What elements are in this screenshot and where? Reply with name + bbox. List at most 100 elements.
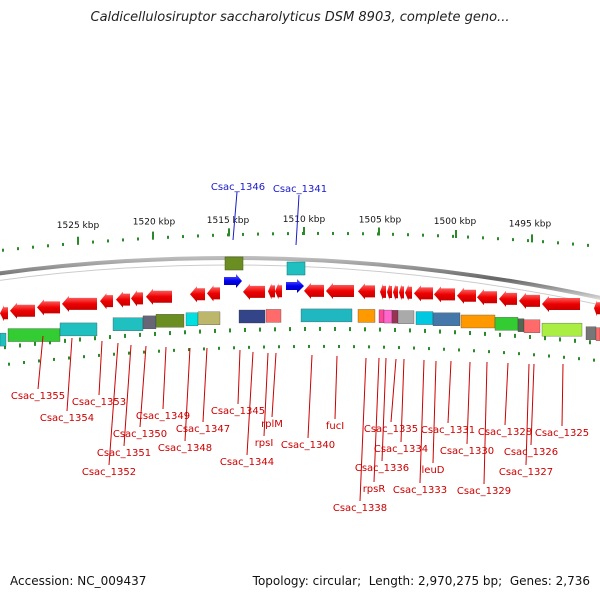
reverse-gene-arrow[interactable] (0, 305, 8, 322)
reverse-gene-arrow[interactable] (146, 288, 172, 305)
gene-feature-box[interactable] (185, 312, 199, 326)
inner-dot (319, 326, 321, 331)
reverse-gene-arrow[interactable] (542, 296, 580, 313)
gene-label-csac-1350[interactable]: Csac_1350 (113, 429, 167, 440)
reverse-gene-arrow[interactable] (326, 283, 354, 300)
inner-dot (143, 350, 145, 354)
reverse-gene-arrow[interactable] (100, 293, 113, 310)
gene-label-csac-1326[interactable]: Csac_1326 (504, 447, 558, 458)
gene-feature-box[interactable] (112, 317, 144, 331)
reverse-gene-arrow[interactable] (405, 284, 412, 301)
gene-label-csac-1327[interactable]: Csac_1327 (499, 467, 553, 478)
gene-label-csac-1351[interactable]: Csac_1351 (97, 448, 151, 459)
inner-dot (169, 331, 171, 336)
reverse-gene-arrow[interactable] (477, 289, 497, 306)
reverse-gene-arrow[interactable] (275, 283, 282, 300)
gene-label-csac-1333[interactable]: Csac_1333 (393, 485, 447, 496)
gene-feature-box[interactable] (357, 309, 376, 323)
inner-dot (499, 332, 501, 337)
forward-gene-csac-1341[interactable] (286, 261, 306, 293)
gene-feature-box[interactable] (238, 309, 266, 324)
gene-feature-box[interactable] (432, 312, 461, 326)
reverse-gene-arrow[interactable] (399, 284, 404, 301)
gene-label-csac-1353[interactable]: Csac_1353 (72, 397, 126, 408)
gene-label-fuci[interactable]: fucI (326, 421, 344, 432)
gene-feature-box[interactable] (415, 311, 434, 325)
gene-label-rplm[interactable]: rplM (261, 419, 283, 430)
reverse-gene-arrow[interactable] (414, 285, 433, 302)
gene-feature-box[interactable] (7, 328, 61, 342)
gene-label-rpsr[interactable]: rpsR (363, 484, 386, 495)
gene-label-rpsi[interactable]: rpsI (255, 438, 274, 449)
reverse-gene-arrow[interactable] (37, 299, 60, 316)
leader-line-csac-1349 (162, 346, 167, 410)
gene-label-csac-1329[interactable]: Csac_1329 (457, 486, 511, 497)
reverse-gene-arrow[interactable] (387, 284, 392, 301)
gene-feature-box[interactable] (383, 309, 393, 324)
reverse-gene-arrow[interactable] (519, 292, 540, 309)
gene-feature-box[interactable] (541, 322, 583, 337)
gene-feature-box[interactable] (494, 317, 519, 331)
gene-feature-box[interactable] (197, 311, 221, 326)
leader-line-csac-1350 (139, 345, 147, 428)
gene-label-csac-1349[interactable]: Csac_1349 (136, 411, 190, 422)
reverse-gene-arrow[interactable] (457, 287, 476, 304)
gene-label-csac-1331[interactable]: Csac_1331 (421, 425, 475, 436)
gene-label-csac-1341[interactable]: Csac_1341 (273, 184, 327, 195)
reverse-gene-arrow[interactable] (304, 282, 324, 299)
gene-feature-box[interactable] (59, 322, 98, 337)
reverse-gene-arrow[interactable] (10, 302, 35, 319)
inner-dot (8, 362, 10, 366)
leader-line-csac-1328 (504, 362, 509, 426)
reverse-gene-arrow[interactable] (190, 286, 205, 303)
reverse-gene-arrow[interactable] (62, 295, 97, 312)
inner-dot (259, 327, 261, 332)
reverse-gene-arrow[interactable] (594, 300, 600, 317)
inner-dot (289, 327, 291, 332)
gene-label-csac-1340[interactable]: Csac_1340 (281, 440, 335, 451)
gene-label-csac-1338[interactable]: Csac_1338 (333, 503, 387, 514)
gene-feature-box[interactable] (585, 326, 597, 340)
gene-label-csac-1335[interactable]: Csac_1335 (364, 424, 418, 435)
reverse-gene-arrow[interactable] (243, 283, 265, 300)
reverse-gene-arrows (0, 282, 600, 322)
gene-feature-box[interactable] (300, 308, 353, 323)
gene-label-csac-1330[interactable]: Csac_1330 (440, 446, 494, 457)
reverse-gene-arrow[interactable] (358, 283, 375, 300)
gene-label-csac-1325[interactable]: Csac_1325 (535, 428, 589, 439)
forward-gene-csac-1346[interactable] (224, 256, 244, 288)
reverse-gene-arrow[interactable] (393, 284, 398, 301)
reverse-gene-arrow[interactable] (380, 283, 386, 300)
reverse-gene-arrow[interactable] (116, 291, 130, 308)
scale-dot (572, 242, 574, 246)
gene-label-csac-1346[interactable]: Csac_1346 (211, 182, 265, 193)
gene-feature-box[interactable] (265, 309, 282, 323)
gene-label-leud[interactable]: leuD (422, 465, 445, 476)
gene-label-csac-1328[interactable]: Csac_1328 (478, 427, 532, 438)
gene-feature-box[interactable] (397, 310, 415, 324)
leader-line-csac-1331 (447, 360, 452, 424)
reverse-gene-arrow[interactable] (499, 290, 517, 307)
gene-feature-box[interactable] (595, 327, 600, 341)
gene-label-csac-1344[interactable]: Csac_1344 (220, 457, 274, 468)
reverse-gene-arrow[interactable] (131, 290, 143, 307)
gene-feature-box[interactable] (517, 318, 525, 332)
gene-feature-box[interactable] (391, 310, 399, 324)
gene-label-csac-1348[interactable]: Csac_1348 (158, 443, 212, 454)
gene-label-csac-1347[interactable]: Csac_1347 (176, 424, 230, 435)
gene-feature-box[interactable] (155, 314, 185, 328)
gene-label-csac-1334[interactable]: Csac_1334 (374, 444, 428, 455)
reverse-gene-arrow[interactable] (434, 286, 455, 303)
gene-feature-box[interactable] (142, 315, 157, 330)
reverse-gene-arrow[interactable] (268, 283, 275, 300)
gene-label-csac-1355[interactable]: Csac_1355 (11, 391, 65, 402)
gene-label-csac-1345[interactable]: Csac_1345 (211, 406, 265, 417)
gene-label-csac-1354[interactable]: Csac_1354 (40, 413, 94, 424)
reverse-gene-arrow[interactable] (207, 285, 220, 302)
gene-feature-box[interactable] (378, 309, 385, 323)
gene-label-csac-1352[interactable]: Csac_1352 (82, 467, 136, 478)
gene-feature-box[interactable] (0, 332, 7, 347)
gene-label-csac-1336[interactable]: Csac_1336 (355, 463, 409, 474)
gene-feature-box[interactable] (460, 314, 496, 329)
gene-feature-box[interactable] (523, 319, 541, 333)
